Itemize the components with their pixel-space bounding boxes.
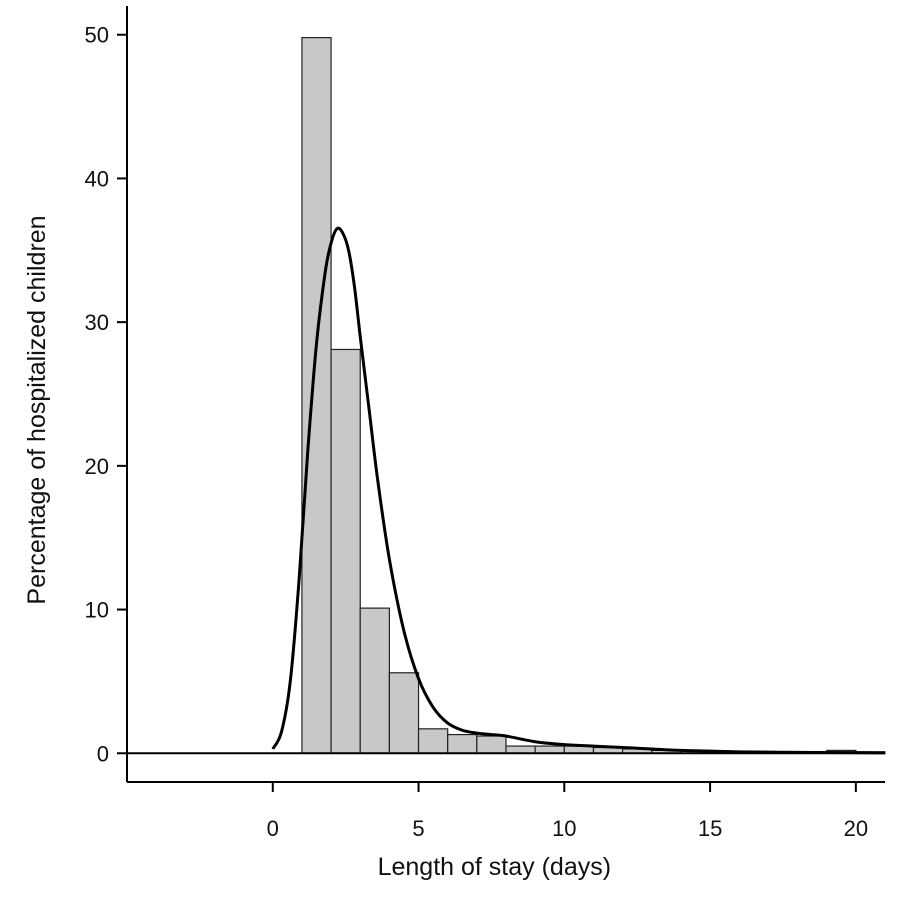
histogram-bar xyxy=(301,37,332,754)
density-curve-group xyxy=(271,226,886,755)
y-tick-label: 10 xyxy=(85,598,109,623)
x-tick-label: 20 xyxy=(844,816,868,841)
histogram-bar xyxy=(388,672,420,754)
x-tick-label: 15 xyxy=(698,816,722,841)
histogram-bar xyxy=(330,348,361,754)
y-axis-title: Percentage of hospitalized children xyxy=(23,215,51,604)
density-curve xyxy=(271,226,886,755)
y-tick-label: 30 xyxy=(85,310,109,335)
axes-group: 0 10 20 30 40 50 0 5 10 15 20 xyxy=(85,6,885,841)
histogram-bar xyxy=(447,733,478,754)
bars-group xyxy=(301,37,886,754)
histogram-bar xyxy=(359,607,390,754)
x-tick-label: 10 xyxy=(552,816,576,841)
histogram-bar xyxy=(476,735,507,754)
x-tick-label: 0 xyxy=(267,816,279,841)
x-tick-label: 5 xyxy=(412,816,424,841)
histogram-bar xyxy=(505,745,536,754)
y-tick-label: 40 xyxy=(85,166,109,191)
histogram-bar xyxy=(534,745,565,754)
y-tick-label: 0 xyxy=(97,741,109,766)
y-tick-label: 50 xyxy=(85,23,109,48)
histogram-bar xyxy=(417,728,449,754)
x-axis-title: Length of stay (days) xyxy=(378,853,611,881)
y-tick-label: 20 xyxy=(85,454,109,479)
